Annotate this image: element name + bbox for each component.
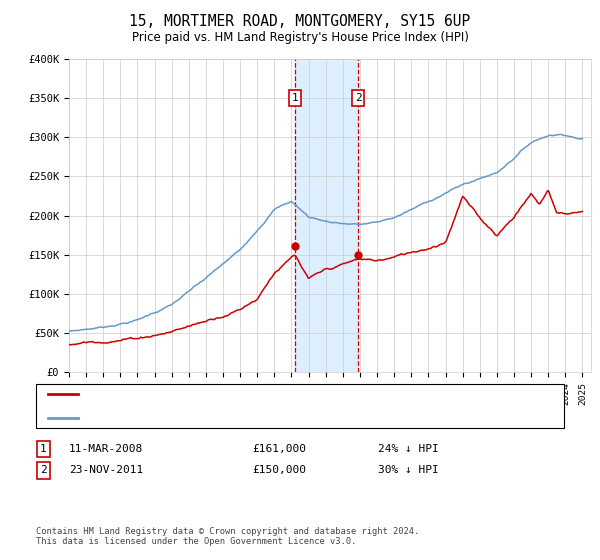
Text: HPI: Average price, detached house, Powys: HPI: Average price, detached house, Powy… [84,413,330,423]
Text: Contains HM Land Registry data © Crown copyright and database right 2024.
This d: Contains HM Land Registry data © Crown c… [36,526,419,546]
Text: £161,000: £161,000 [252,444,306,454]
Text: 24% ↓ HPI: 24% ↓ HPI [378,444,439,454]
Text: 30% ↓ HPI: 30% ↓ HPI [378,465,439,475]
Text: 1: 1 [40,444,47,454]
Text: 2: 2 [355,93,362,103]
Text: 15, MORTIMER ROAD, MONTGOMERY, SY15 6UP: 15, MORTIMER ROAD, MONTGOMERY, SY15 6UP [130,14,470,29]
Bar [295,59,358,372]
Text: 15, MORTIMER ROAD, MONTGOMERY, SY15 6UP (detached house): 15, MORTIMER ROAD, MONTGOMERY, SY15 6UP … [84,389,420,399]
Text: £150,000: £150,000 [252,465,306,475]
Text: Price paid vs. HM Land Registry's House Price Index (HPI): Price paid vs. HM Land Registry's House … [131,31,469,44]
Text: 1: 1 [292,93,298,103]
Text: 23-NOV-2011: 23-NOV-2011 [69,465,143,475]
Text: 11-MAR-2008: 11-MAR-2008 [69,444,143,454]
Text: 2: 2 [40,465,47,475]
